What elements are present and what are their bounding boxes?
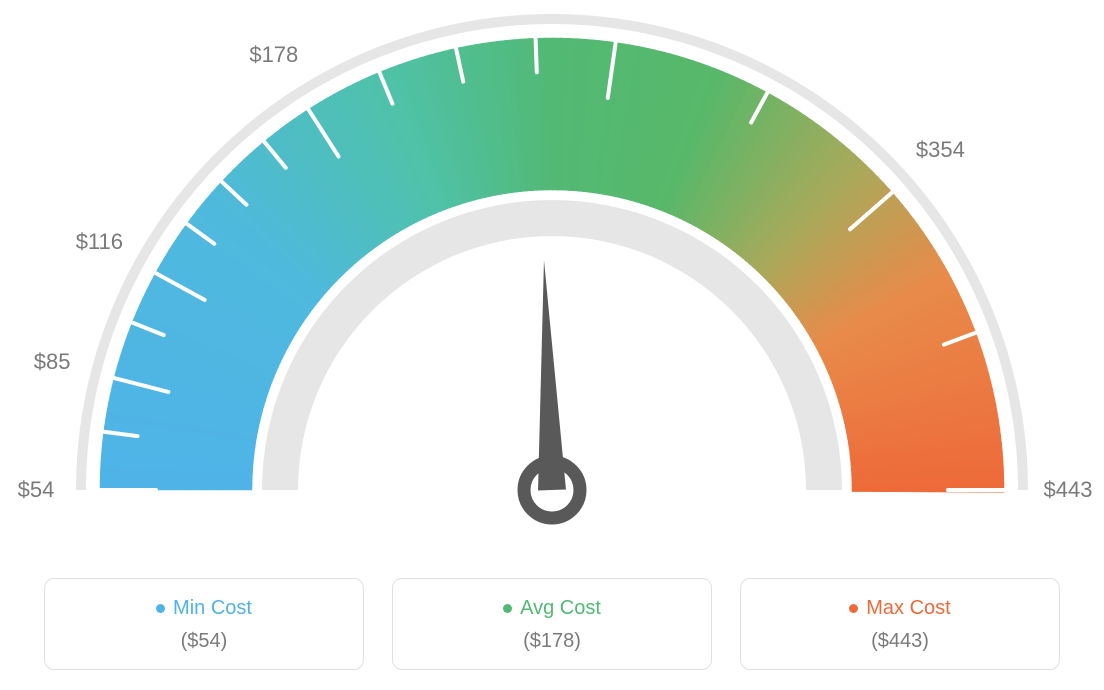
gauge-tick-label: $178 xyxy=(249,42,298,68)
legend-value-max-text: ($443) xyxy=(751,630,1049,653)
gauge-tick-label: $354 xyxy=(916,137,965,163)
legend-box-avg: Avg Cost ($178) xyxy=(392,578,712,670)
legend-title-avg: Avg Cost xyxy=(503,597,601,620)
gauge-tick-label: $116 xyxy=(76,229,123,255)
gauge-svg xyxy=(0,0,1104,560)
legend-dot-avg xyxy=(503,604,512,613)
legend-dot-min xyxy=(156,604,165,613)
legend-label-min: Min Cost xyxy=(173,597,252,620)
gauge-tick-label: $443 xyxy=(1044,477,1093,503)
legend-row: Min Cost ($54) Avg Cost ($178) Max Cost … xyxy=(0,578,1104,670)
legend-value-min-text: ($54) xyxy=(55,630,353,653)
legend-label-avg: Avg Cost xyxy=(520,597,601,620)
legend-title-min: Min Cost xyxy=(156,597,252,620)
gauge-chart: $54$85$116$178$266$354$443 xyxy=(0,0,1104,560)
legend-box-min: Min Cost ($54) xyxy=(44,578,364,670)
legend-value-avg-text: ($178) xyxy=(403,630,701,653)
gauge-tick-label: $54 xyxy=(18,477,55,503)
legend-dot-max xyxy=(849,604,858,613)
legend-label-max: Max Cost xyxy=(866,597,950,620)
legend-title-max: Max Cost xyxy=(849,597,950,620)
legend-box-max: Max Cost ($443) xyxy=(740,578,1060,670)
gauge-tick-label: $85 xyxy=(34,349,71,375)
